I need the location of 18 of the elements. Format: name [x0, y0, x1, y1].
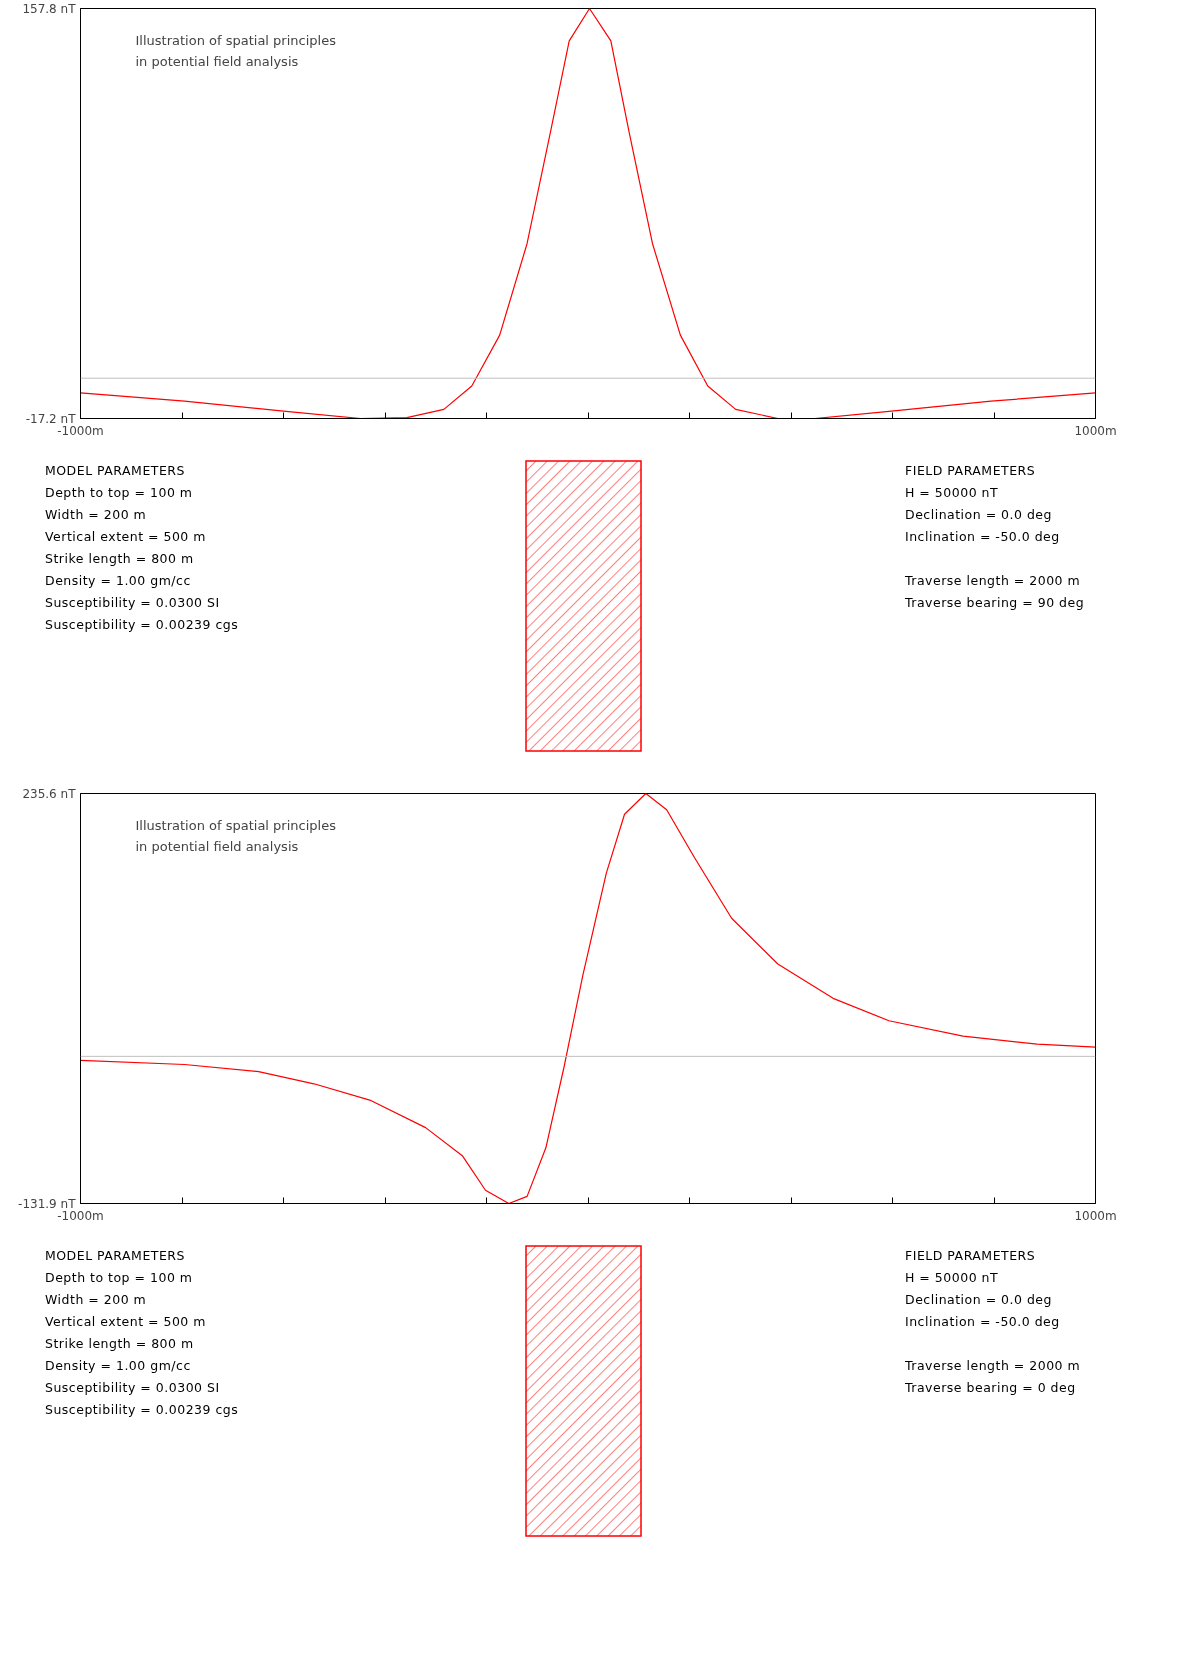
text: Traverse length = 2000 m Traverse bearing = 0 deg	[905, 1358, 1081, 1395]
text: Illustration of spatial principles in potential field analysis	[135, 33, 337, 69]
text: Illustration of spatial principles in potential field analysis	[135, 818, 337, 854]
x-tick-label: -1000m	[57, 1208, 104, 1223]
text: FIELD PARAMETERS H = 50000 nT Declination = 0.0 deg Inclination = -50.0 deg	[905, 1248, 1060, 1329]
x-tick-label: -1000m	[57, 423, 104, 438]
x-tick-label: 1000m	[1074, 1208, 1117, 1223]
line-series	[80, 8, 1096, 419]
text: FIELD PARAMETERS H = 50000 nT Declination = 0.0 deg Inclination = -50.0 deg	[905, 463, 1060, 544]
text: MODEL PARAMETERS Depth to top = 100 m Width = 200 m Vertical extent = 500 m Strike length = 800 m Density = 1.00 gm/cc Susceptibility = 0.0300 SI Susceptibility = 0.00239 cgs	[45, 462, 239, 634]
y-tick-label: 235.6 nT	[22, 786, 77, 801]
x-tick-label: 1000m	[1074, 423, 1117, 438]
line-series	[80, 793, 1096, 1204]
y-tick-label: -131.9 nT	[18, 1196, 77, 1211]
text: MODEL PARAMETERS Depth to top = 100 m Width = 200 m Vertical extent = 500 m Strike length = 800 m Density = 1.00 gm/cc Susceptibility = 0.0300 SI Susceptibility = 0.00239 cgs	[45, 1247, 239, 1419]
text: Traverse length = 2000 m Traverse bearing = 90 deg	[905, 573, 1085, 610]
y-tick-label: -17.2 nT	[25, 411, 77, 426]
y-tick-label: 157.8 nT	[22, 1, 77, 16]
